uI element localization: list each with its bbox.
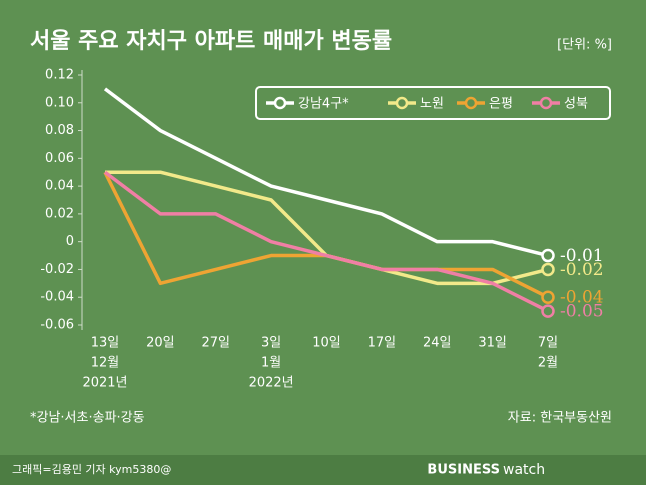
legend-marker	[464, 96, 478, 110]
series-line	[103, 87, 549, 258]
unit-label: [단위: %]	[557, 38, 612, 53]
value-label: -0.01	[560, 246, 604, 266]
x-tick-label: 7일	[538, 336, 558, 351]
legend-box	[255, 86, 611, 120]
legend-label: 은평	[489, 97, 513, 112]
x-tick-label: 17일	[368, 336, 397, 351]
legend-marker	[395, 96, 409, 110]
legend-marker	[539, 96, 553, 110]
legend-marker	[273, 96, 287, 110]
series-line	[103, 170, 549, 313]
x-tick-label: 27일	[201, 336, 230, 351]
legend-label: 강남4구*	[298, 97, 349, 112]
legend-label: 성북	[564, 97, 588, 112]
y-tick-label: 0.02	[45, 206, 74, 221]
logo: BUSINESS	[427, 463, 500, 478]
end-marker	[541, 304, 555, 318]
y-tick-label: -0.04	[40, 290, 74, 305]
x-tick-label: 2월	[538, 356, 558, 371]
source: 자료: 한국부동산원	[508, 411, 612, 426]
y-tick-label: 0.10	[45, 95, 74, 110]
y-tick-label: 0.04	[45, 179, 74, 194]
x-tick-label: 2022년	[249, 376, 294, 391]
chart-title: 서울 주요 자치구 아파트 매매가 변동률	[30, 29, 392, 54]
y-tick-label: -0.06	[40, 318, 74, 333]
end-marker	[541, 262, 555, 277]
x-tick-label: 3일	[261, 336, 281, 351]
y-tick-label: -0.02	[40, 262, 74, 277]
x-tick-label: 24일	[423, 336, 452, 351]
y-tick-label: 0.08	[45, 123, 74, 138]
logo: watch	[503, 462, 545, 478]
y-tick-label: 0.12	[45, 68, 74, 83]
x-tick-label: 20일	[146, 336, 175, 351]
x-tick-label: 10일	[312, 336, 341, 351]
value-label: -0.02	[560, 260, 604, 280]
x-tick-label: 13일	[91, 336, 120, 351]
x-tick-label: 12월	[91, 356, 120, 371]
value-label: -0.05	[560, 302, 604, 322]
value-label: -0.04	[560, 288, 604, 308]
x-tick-label: 1월	[261, 356, 281, 371]
legend-label: 노원	[420, 97, 444, 112]
end-marker	[541, 248, 555, 263]
end-marker	[541, 290, 555, 304]
y-tick-label: 0	[66, 234, 74, 249]
y-tick-label: 0.06	[45, 151, 74, 166]
footnote: *강남·서초·송파·강동	[30, 411, 145, 426]
credit: 그래픽=김용민 기자 kym5380@	[12, 463, 171, 476]
x-tick-label: 31일	[478, 336, 507, 351]
x-tick-label: 2021년	[82, 376, 127, 391]
footer-band	[0, 455, 646, 485]
